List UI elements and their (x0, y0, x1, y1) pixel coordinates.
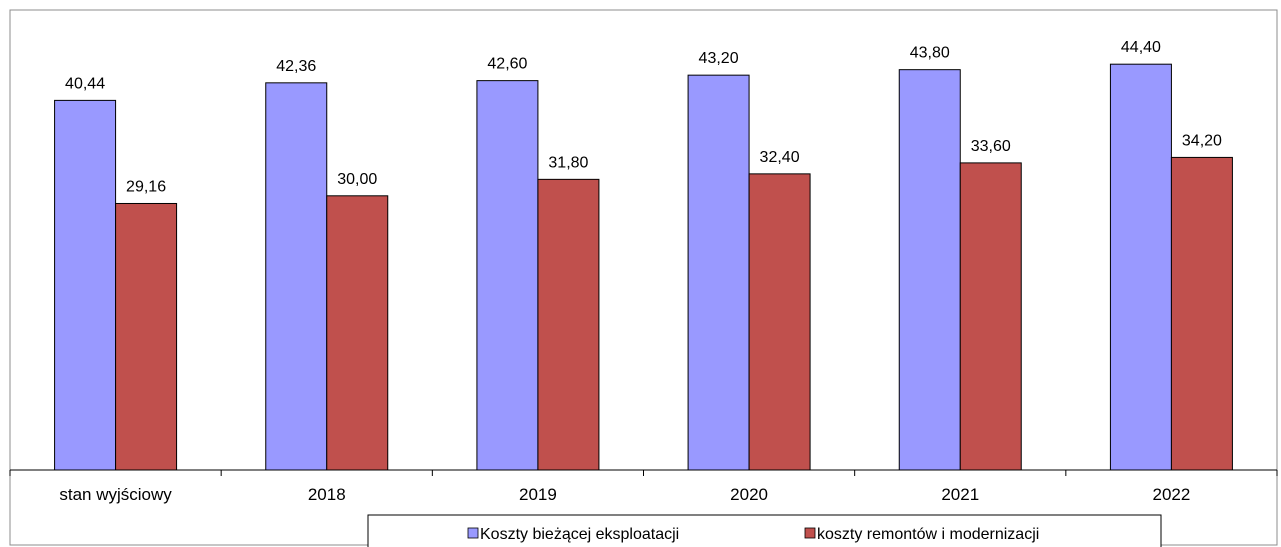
legend-label-series-2: koszty remontów i modernizacji (817, 526, 1039, 543)
bar-series-1 (476, 80, 539, 471)
bar-series-2 (1170, 156, 1233, 471)
category-label: 2021 (941, 485, 979, 504)
bar-series-1 (54, 99, 117, 471)
data-label-series-2: 34,20 (1182, 132, 1222, 149)
data-label-series-2: 33,60 (971, 138, 1011, 155)
category-label: 2019 (519, 485, 557, 504)
data-label-series-1: 44,40 (1121, 39, 1161, 56)
data-label-series-1: 42,60 (487, 56, 527, 73)
legend-label-series-1: Koszty bieżącej eksploatacji (480, 526, 679, 543)
legend-box (367, 514, 1162, 547)
plot-frame (9, 9, 1278, 546)
legend-swatch-series-2 (804, 527, 816, 539)
bar-series-2 (115, 202, 178, 471)
data-label-series-2: 29,16 (126, 178, 166, 195)
data-label-series-1: 42,36 (276, 58, 316, 75)
category-label: 2022 (1153, 485, 1191, 504)
bar-series-1 (687, 74, 750, 471)
category-labels-layer: stan wyjściowy 2018 2019 2020 2021 2022 (59, 485, 1190, 504)
bar-series-1 (265, 82, 328, 471)
bar-series-2 (326, 195, 389, 471)
category-label: 2020 (730, 485, 768, 504)
data-label-series-2: 31,80 (548, 154, 588, 171)
category-label: 2018 (308, 485, 346, 504)
bar-series-2 (959, 162, 1022, 471)
data-label-series-1: 43,80 (910, 45, 950, 62)
legend: Koszty bieżącej eksploatacji koszty remo… (367, 514, 1162, 547)
legend-swatch-series-1 (467, 527, 479, 539)
bar-series-2 (537, 178, 600, 471)
bars-layer (54, 63, 1233, 471)
category-label: stan wyjściowy (59, 485, 172, 504)
bar-series-2 (748, 173, 811, 471)
bar-series-1 (898, 69, 961, 471)
x-axis-ticks (9, 470, 1278, 476)
data-label-series-1: 43,20 (699, 50, 739, 67)
data-label-series-2: 30,00 (337, 171, 377, 188)
data-label-series-1: 40,44 (65, 75, 105, 92)
value-labels-layer: 40,44 29,16 42,36 30,00 42,60 31,80 43,20 32,40… (65, 39, 1222, 195)
data-label-series-2: 32,40 (760, 149, 800, 166)
bar-series-1 (1109, 63, 1172, 471)
